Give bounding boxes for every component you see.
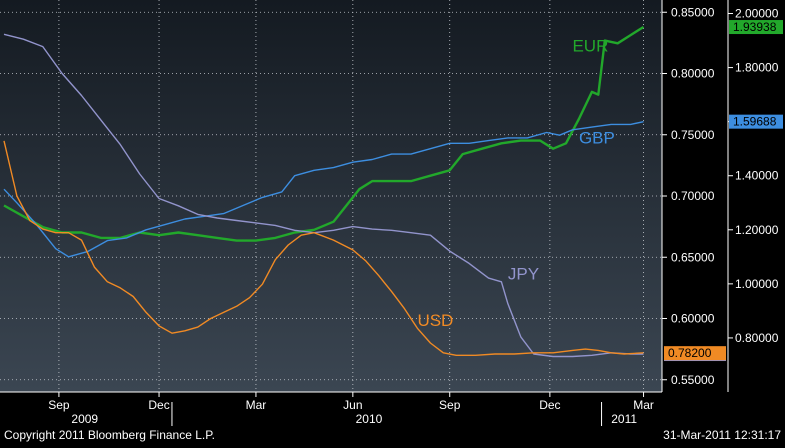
- right-axis-tick-label: 1.40000: [735, 169, 779, 183]
- series-label-gbp: GBP: [579, 128, 615, 147]
- copyright-text: Copyright 2011 Bloomberg Finance L.P.: [4, 428, 215, 442]
- series-line-usd: [3, 140, 644, 356]
- axis-background: [662, 0, 785, 392]
- series-label-jpy: JPY: [508, 264, 539, 283]
- last-value-badge-bg: [729, 114, 783, 129]
- left-axis-tick-label: 0.75000: [671, 128, 715, 142]
- series-label-eur: EUR: [572, 36, 608, 55]
- timestamp-text: 31-Mar-2011 12:31:17: [663, 428, 781, 442]
- plot-background: [0, 0, 662, 392]
- x-axis-tick-label: Jun: [343, 398, 362, 412]
- last-value-badge-bg: [729, 20, 783, 35]
- right-axis-tick-label: 1.20000: [735, 223, 779, 237]
- series-line-gbp: [3, 121, 644, 258]
- right-axis-tick-label: 2.00000: [735, 7, 779, 21]
- x-axis-tick-label: Sep: [48, 398, 70, 412]
- last-value-badge-text: 0.78200: [668, 346, 712, 360]
- left-axis-tick-label: 0.70000: [671, 189, 715, 203]
- left-axis-tick-label: 0.55000: [671, 373, 715, 387]
- series-label-usd: USD: [417, 311, 453, 330]
- right-axis-tick-label: 1.80000: [735, 61, 779, 75]
- x-axis-year-label: 2011: [611, 412, 637, 426]
- last-value-badge-eur: 1.93938: [729, 20, 783, 35]
- x-axis-year-label: 2009: [71, 412, 98, 426]
- x-axis-tick-label: Dec: [148, 398, 169, 412]
- left-axis-tick-label: 0.80000: [671, 67, 715, 81]
- x-axis-year-label: 2010: [356, 412, 383, 426]
- x-axis-tick-label: Mar: [633, 398, 654, 412]
- x-axis-tick-label: Mar: [246, 398, 267, 412]
- last-value-badge-usd: 0.78200: [664, 346, 726, 361]
- series-line-eur: [3, 25, 645, 242]
- right-axis-tick-label: 1.00000: [735, 277, 779, 291]
- last-value-badge-text: 1.93938: [733, 20, 777, 34]
- left-axis-tick-label: 0.65000: [671, 250, 715, 264]
- series-line-jpy: [3, 33, 644, 358]
- left-axis-tick-label: 0.60000: [671, 312, 715, 326]
- x-axis-tick-label: Sep: [439, 398, 461, 412]
- footer-background: [0, 392, 785, 443]
- last-value-badge-text: 1.59688: [733, 115, 777, 129]
- right-axis-tick-label: 0.80000: [735, 331, 779, 345]
- last-value-badge-bg: [664, 346, 726, 361]
- x-axis-tick-label: Dec: [539, 398, 560, 412]
- left-axis-tick-label: 0.85000: [671, 5, 715, 19]
- last-value-badge-gbp: 1.59688: [729, 114, 783, 129]
